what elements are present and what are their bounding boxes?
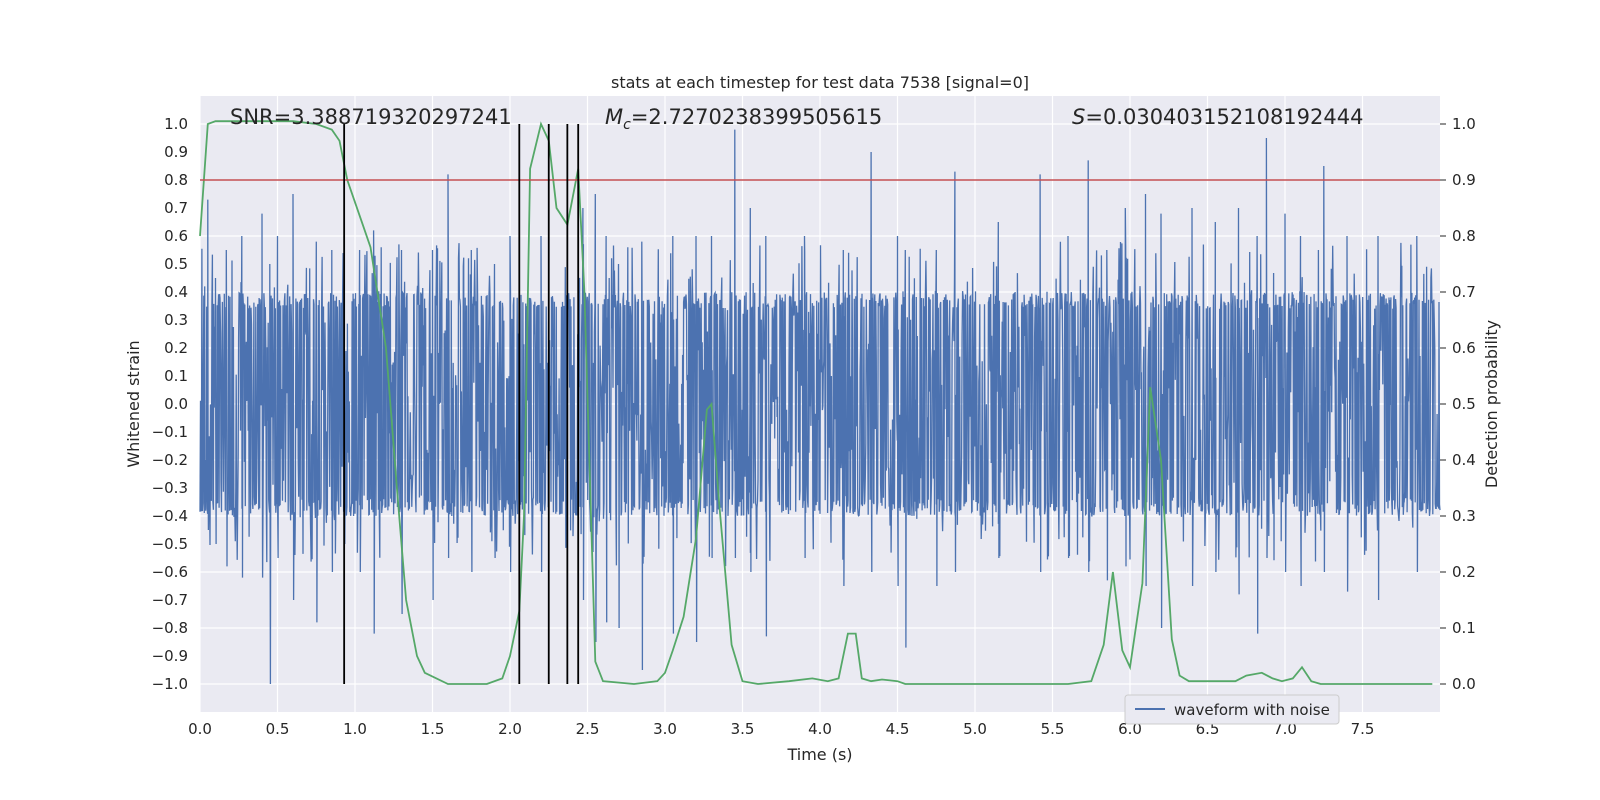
y-left-tick-label: −1.0 [152, 675, 188, 693]
y-left-tick-label: 0.0 [164, 395, 188, 413]
y-left-tick-label: 0.8 [164, 171, 188, 189]
s-annotation: S=0.030403152108192444 [1072, 105, 1363, 129]
waveform-series [199, 129, 1441, 685]
s-symbol: S [1072, 105, 1085, 129]
x-tick-label: 4.5 [886, 720, 910, 738]
probability-series [199, 120, 1433, 685]
y-left-tick-label: −0.5 [152, 535, 188, 553]
legend-box [1124, 694, 1340, 725]
y-axis-right-label: Detection probability [1482, 320, 1501, 488]
y-left-tick-label: −0.6 [152, 563, 188, 581]
x-tick-label: 1.5 [421, 720, 445, 738]
legend-waveform-label: waveform with noise [1174, 701, 1330, 719]
y-left-tick-label: −0.3 [152, 479, 188, 497]
y-left-tick-label: −0.2 [152, 451, 188, 469]
chirp-mass-subscript: c [623, 117, 631, 133]
y-right-tick-label: 0.5 [1452, 395, 1476, 413]
y-right-tick-label: 0.2 [1452, 563, 1476, 581]
x-tick-label: 1.0 [343, 720, 367, 738]
snr-annotation: SNR=3.388719320297241 [230, 105, 512, 129]
waveform-line [199, 129, 1441, 685]
y-axis-left-label: Whitened strain [124, 340, 143, 467]
y-left-tick-label: 0.4 [164, 283, 188, 301]
y-left-tick-label: −0.7 [152, 591, 188, 609]
x-tick-label: 3.0 [653, 720, 677, 738]
x-tick-label: 7.5 [1351, 720, 1375, 738]
y-right-tick-label: 0.6 [1452, 339, 1476, 357]
y-axis-right-ticks: 1.0 0.9 0.8 0.7 0.6 0.5 0.4 0.3 0.2 0.1 0.0 [1440, 115, 1476, 693]
x-tick-label: 2.0 [498, 720, 522, 738]
y-right-tick-label: 0.3 [1452, 507, 1476, 525]
y-left-tick-label: 1.0 [164, 115, 188, 133]
trigger-lines [343, 124, 580, 684]
chirp-mass-annotation: Mc=2.7270238399505615 [605, 105, 882, 133]
y-right-tick-label: 0.7 [1452, 283, 1476, 301]
x-tick-label: 0.0 [188, 720, 212, 738]
chart-title: stats at each timestep for test data 753… [611, 73, 1029, 92]
y-left-tick-label: −0.9 [152, 647, 188, 665]
y-right-tick-label: 0.8 [1452, 227, 1476, 245]
x-tick-label: 4.0 [808, 720, 832, 738]
y-left-tick-label: 0.2 [164, 339, 188, 357]
y-right-tick-label: 0.0 [1452, 675, 1476, 693]
x-tick-label: 2.5 [576, 720, 600, 738]
x-tick-label: 5.0 [963, 720, 987, 738]
y-axis-left-ticks: 1.0 0.9 0.8 0.7 0.6 0.5 0.4 0.3 0.2 0.1 0.0 −0.1 −0.… [152, 115, 188, 693]
chirp-mass-symbol: M [605, 105, 623, 129]
y-right-tick-label: 1.0 [1452, 115, 1476, 133]
y-left-tick-label: 0.1 [164, 367, 188, 385]
x-axis-label: Time (s) [786, 745, 852, 764]
legend: waveform with noise [1124, 694, 1340, 725]
y-left-tick-label: 0.3 [164, 311, 188, 329]
y-left-tick-label: −0.8 [152, 619, 188, 637]
y-left-tick-label: 0.5 [164, 255, 188, 273]
y-left-tick-label: 0.6 [164, 227, 188, 245]
y-left-tick-label: −0.4 [152, 507, 188, 525]
y-right-tick-label: 0.1 [1452, 619, 1476, 637]
y-right-tick-label: 0.4 [1452, 451, 1476, 469]
x-tick-label: 3.5 [731, 720, 755, 738]
x-tick-label: 0.5 [266, 720, 290, 738]
x-tick-label: 5.5 [1041, 720, 1065, 738]
s-value: =0.030403152108192444 [1085, 105, 1363, 129]
y-right-tick-label: 0.9 [1452, 171, 1476, 189]
y-left-tick-label: −0.1 [152, 423, 188, 441]
y-left-tick-label: 0.9 [164, 143, 188, 161]
y-left-tick-label: 0.7 [164, 199, 188, 217]
probability-line [199, 120, 1433, 685]
chirp-mass-value: =2.7270238399505615 [631, 105, 882, 129]
